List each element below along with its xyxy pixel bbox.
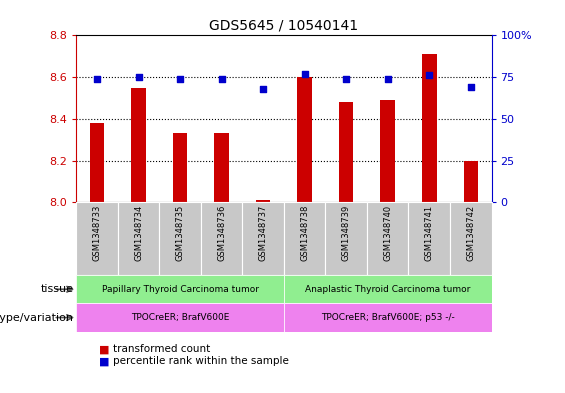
Title: GDS5645 / 10540141: GDS5645 / 10540141 — [210, 19, 358, 33]
Point — [93, 75, 102, 82]
Bar — [76, 202, 118, 275]
Bar — [159, 202, 201, 275]
Bar — [325, 202, 367, 275]
Text: GSM1348735: GSM1348735 — [176, 205, 185, 261]
Text: genotype/variation: genotype/variation — [0, 312, 73, 323]
Bar — [367, 202, 408, 275]
Text: Anaplastic Thyroid Carcinoma tumor: Anaplastic Thyroid Carcinoma tumor — [305, 285, 471, 294]
Text: percentile rank within the sample: percentile rank within the sample — [113, 356, 289, 366]
Text: GSM1348738: GSM1348738 — [300, 205, 309, 261]
Text: TPOCreER; BrafV600E: TPOCreER; BrafV600E — [131, 313, 229, 322]
Bar — [284, 303, 492, 332]
Bar — [131, 88, 146, 202]
Text: GSM1348736: GSM1348736 — [217, 205, 226, 261]
Bar — [297, 77, 312, 202]
Bar — [214, 134, 229, 202]
Point — [383, 75, 392, 82]
Bar — [380, 100, 395, 202]
Text: GSM1348741: GSM1348741 — [425, 205, 434, 261]
Bar — [408, 202, 450, 275]
Bar — [450, 202, 492, 275]
Bar — [339, 102, 354, 202]
Text: Papillary Thyroid Carcinoma tumor: Papillary Thyroid Carcinoma tumor — [102, 285, 259, 294]
Text: GSM1348737: GSM1348737 — [259, 205, 268, 261]
Bar — [242, 202, 284, 275]
Bar — [422, 54, 437, 202]
Point — [134, 74, 143, 80]
Bar — [284, 202, 325, 275]
Text: ■: ■ — [99, 356, 110, 366]
Bar — [118, 202, 159, 275]
Point — [425, 72, 434, 79]
Bar — [76, 275, 284, 303]
Point — [176, 75, 185, 82]
Point — [217, 75, 226, 82]
Text: GSM1348740: GSM1348740 — [383, 205, 392, 261]
Bar — [256, 200, 271, 202]
Bar — [463, 161, 478, 202]
Text: GSM1348742: GSM1348742 — [466, 205, 475, 261]
Bar — [201, 202, 242, 275]
Point — [466, 84, 475, 90]
Text: transformed count: transformed count — [113, 344, 210, 354]
Text: GSM1348734: GSM1348734 — [134, 205, 143, 261]
Text: TPOCreER; BrafV600E; p53 -/-: TPOCreER; BrafV600E; p53 -/- — [321, 313, 455, 322]
Bar — [284, 275, 492, 303]
Point — [259, 86, 268, 92]
Point — [342, 75, 351, 82]
Point — [300, 71, 309, 77]
Text: ■: ■ — [99, 344, 110, 354]
Bar — [76, 303, 284, 332]
Bar — [173, 134, 188, 202]
Text: tissue: tissue — [41, 284, 73, 294]
Text: GSM1348739: GSM1348739 — [342, 205, 351, 261]
Bar — [90, 123, 105, 202]
Text: GSM1348733: GSM1348733 — [93, 205, 102, 261]
